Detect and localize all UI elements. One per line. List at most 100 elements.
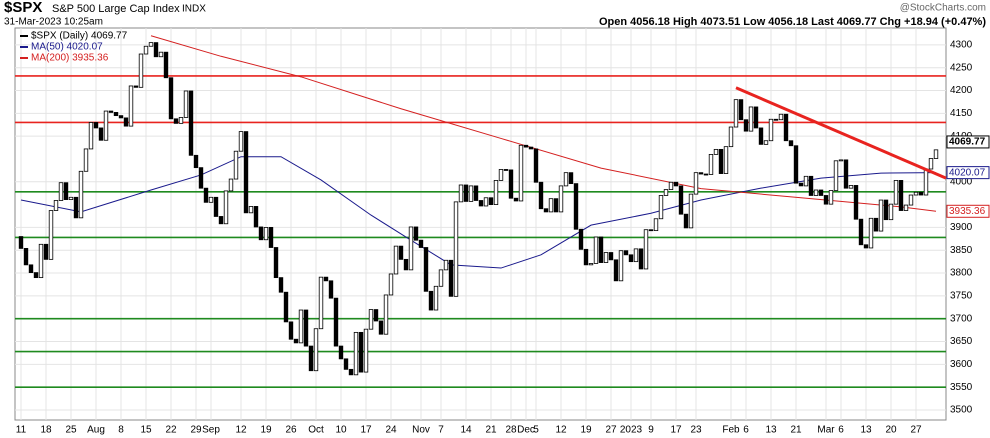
candle (598, 236, 604, 263)
y-tick-label: 4250 (950, 62, 973, 73)
candle (683, 213, 689, 229)
candle (388, 273, 394, 296)
candle (303, 309, 309, 347)
x-tick-label: 10 (335, 425, 347, 436)
candle (378, 320, 384, 335)
candle (528, 146, 534, 150)
candle (168, 77, 174, 120)
credit: @StockCharts.com (900, 3, 986, 14)
candle (218, 216, 224, 225)
candle (713, 148, 719, 155)
candle (513, 197, 519, 202)
x-tick-label: 29 (190, 425, 202, 436)
candle (573, 183, 579, 230)
candle (253, 206, 259, 228)
candle (323, 276, 329, 282)
candle (33, 272, 39, 279)
candle (583, 248, 589, 266)
candle (118, 115, 124, 119)
x-tick-label: Oct (308, 425, 324, 436)
x-tick-label: 2023 (620, 425, 643, 436)
candle (603, 252, 609, 263)
candle (888, 203, 894, 221)
candle (828, 190, 834, 205)
y-tick-label: 4150 (950, 108, 973, 119)
candle (553, 198, 559, 213)
y-tick-label: 3800 (950, 268, 973, 279)
candle (203, 187, 209, 203)
candle (363, 328, 369, 373)
candle (593, 236, 599, 264)
legend-label: $SPX (Daily) 4069.77 (31, 31, 128, 42)
candle (88, 122, 94, 150)
last-value-box (946, 135, 990, 149)
candle (873, 217, 879, 232)
last-value-label: 4069.77 (949, 137, 986, 148)
candle (698, 172, 704, 175)
candle (148, 42, 154, 47)
x-tick-label: 6 (838, 425, 844, 436)
x-tick-label: 7 (438, 425, 444, 436)
candle (293, 338, 299, 344)
candle (188, 90, 194, 156)
x-tick-label: 22 (165, 425, 177, 436)
candle (38, 243, 44, 279)
candle (208, 196, 214, 203)
candle (428, 290, 434, 311)
candle (923, 168, 929, 196)
candle (743, 119, 749, 132)
last-value-box (946, 166, 990, 180)
candle (538, 181, 544, 210)
candle (328, 280, 334, 299)
candle (68, 196, 74, 200)
candle (723, 146, 729, 174)
candle (248, 206, 254, 214)
candle (63, 182, 69, 200)
candle (738, 99, 744, 121)
candle (878, 199, 884, 232)
candle (863, 244, 869, 249)
candle (43, 243, 49, 260)
x-tick-label: Mar (817, 425, 835, 436)
candle (628, 254, 634, 263)
candle (213, 196, 219, 217)
legend-label: MA(200) 3935.36 (31, 53, 109, 64)
candle (483, 197, 489, 207)
candle (103, 110, 109, 141)
candle (333, 297, 339, 347)
candle (783, 113, 789, 142)
candle (53, 200, 59, 211)
candle (313, 328, 319, 372)
candle (903, 204, 909, 211)
candle (763, 140, 769, 145)
candle (153, 42, 159, 58)
candle (588, 263, 594, 266)
x-tick-label: 14 (460, 425, 472, 436)
y-tick-label: 3850 (950, 245, 973, 256)
x-tick-label: 18 (40, 425, 52, 436)
x-tick-label: 12 (555, 425, 567, 436)
x-tick-label: 25 (65, 425, 77, 436)
x-tick-label: 27 (910, 425, 922, 436)
candle (733, 99, 739, 128)
candle (533, 148, 539, 183)
candle (398, 245, 404, 260)
x-tick-label: 21 (790, 425, 802, 436)
x-tick-label: 24 (385, 425, 397, 436)
candle (818, 189, 824, 196)
candle (473, 185, 479, 201)
x-tick-label: 21 (485, 425, 497, 436)
candle (823, 195, 829, 205)
candle (653, 218, 659, 232)
candle (298, 309, 304, 344)
candle (138, 53, 144, 88)
candle (803, 175, 809, 187)
candle (348, 368, 354, 376)
y-tick-label: 3700 (950, 313, 973, 324)
trend-line (735, 86, 947, 180)
candle (503, 169, 509, 171)
candle (373, 309, 379, 322)
y-tick-label: 3550 (950, 382, 973, 393)
candle (283, 291, 289, 323)
x-tick-label: 12 (235, 425, 247, 436)
